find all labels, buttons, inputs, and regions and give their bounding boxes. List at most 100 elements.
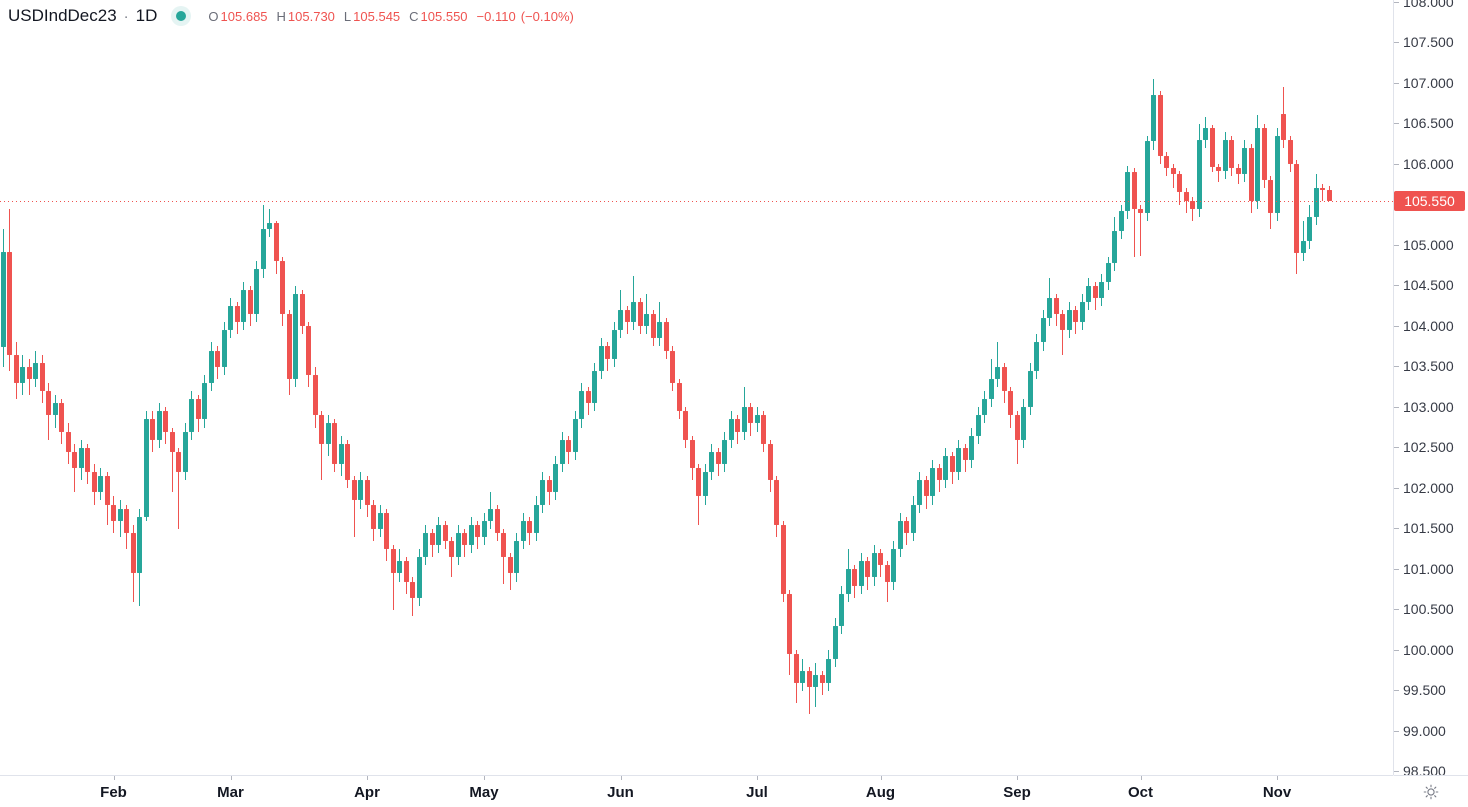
candle-body	[813, 674, 818, 687]
candle-body	[696, 468, 701, 497]
price-tick-label: 98.500	[1403, 763, 1446, 775]
price-axis[interactable]: 108.000 107.500 107.000 106.500 106.000 105.0…	[1393, 0, 1468, 775]
candle-body	[189, 399, 194, 432]
candle-body	[228, 305, 233, 331]
candle-body	[1248, 147, 1254, 201]
candle-body	[540, 480, 545, 505]
candle-body	[384, 512, 389, 550]
price-tick-dash	[1394, 285, 1399, 287]
candle-body	[475, 524, 480, 537]
candle-body	[592, 370, 597, 404]
candle-body	[280, 261, 285, 315]
candle-body	[559, 439, 565, 464]
candle-body	[683, 411, 688, 440]
month-tick	[880, 776, 882, 780]
candle-body	[59, 403, 64, 432]
candle-body	[1294, 164, 1299, 254]
month-label: Jul	[746, 784, 768, 801]
price-tick-label: 106.000	[1403, 155, 1454, 172]
price-tick-label: 107.500	[1403, 34, 1454, 51]
price-tick-label: 105.000	[1403, 236, 1454, 253]
candle-body	[618, 309, 623, 331]
candle-body	[852, 569, 857, 586]
candle-body	[1040, 318, 1046, 343]
timeframe[interactable]: 1D	[135, 6, 158, 25]
price-tick-dash	[1394, 487, 1399, 489]
low-readout: L 105.545	[343, 8, 401, 24]
price-chart-canvas[interactable]: USDIndDec23 · 1D O 105.685 H 105.730 L 105.…	[0, 0, 1393, 775]
candle-body	[26, 366, 32, 379]
candle-wick	[392, 545, 394, 610]
candle-body	[429, 532, 435, 546]
price-tick-dash	[1394, 366, 1399, 368]
candle-body	[1014, 415, 1020, 440]
candle-body	[1242, 147, 1247, 174]
candle-body	[494, 508, 500, 533]
candle-body	[169, 431, 175, 452]
candle-body	[793, 654, 799, 683]
price-tick-label: 99.000	[1403, 722, 1446, 739]
candle-body	[221, 330, 227, 367]
candle-body	[1190, 200, 1195, 209]
candle-body	[774, 480, 779, 525]
candle-body	[104, 476, 110, 505]
candle-body	[1027, 370, 1033, 408]
candles-layer[interactable]	[0, 0, 1393, 775]
candle-body	[761, 415, 766, 444]
candle-body	[897, 520, 903, 550]
price-tick-label: 101.500	[1403, 520, 1454, 537]
ohlc-readout: O 105.685 H 105.730 L 105.545 C 105.550 −0.1…	[208, 9, 578, 24]
symbol-name[interactable]: USDIndDec23	[8, 6, 117, 25]
candle-body	[397, 561, 402, 574]
symbol-row: USDIndDec23 · 1D	[8, 6, 157, 26]
candle-body	[1235, 168, 1241, 174]
candle-body	[1313, 188, 1319, 217]
candle-body	[514, 540, 519, 574]
month-label: May	[469, 784, 499, 801]
series-status-icon[interactable]	[171, 6, 192, 26]
candle-body	[286, 314, 292, 379]
candle-body	[65, 431, 71, 452]
candle-body	[345, 443, 350, 481]
time-axis[interactable]: Feb Mar Apr May Jun Jul Aug Sep Oct Nov	[0, 775, 1393, 807]
candle-body	[839, 593, 844, 627]
candle-body	[319, 415, 324, 444]
price-tick-dash	[1394, 82, 1399, 84]
candle-body	[247, 289, 253, 315]
candle-wick	[1302, 220, 1304, 262]
candle-body	[52, 403, 58, 416]
candle-wick	[451, 536, 452, 578]
candle-body	[416, 557, 422, 598]
candle-wick	[997, 342, 998, 387]
chart-legend: USDIndDec23 · 1D O 105.685 H 105.730 L 105.…	[8, 5, 579, 27]
candle-wick	[1185, 188, 1187, 213]
change-percent: (−0.10%)	[520, 8, 574, 24]
candle-body	[826, 658, 831, 683]
candle-body	[962, 447, 968, 460]
candle-body	[975, 415, 981, 436]
series-status-dot	[176, 11, 187, 21]
candle-body	[338, 443, 344, 464]
gear-icon[interactable]	[1423, 784, 1439, 800]
candle-wick	[646, 293, 647, 335]
month-label: Apr	[354, 784, 380, 801]
price-tick-dash	[1394, 609, 1399, 611]
candle-body	[1300, 241, 1306, 254]
month-tick	[757, 776, 758, 780]
candle-body	[910, 504, 916, 533]
candle-body	[1287, 139, 1293, 165]
price-tick-dash	[1394, 690, 1399, 692]
candle-body	[904, 520, 909, 533]
candle-body	[650, 314, 656, 339]
price-tick-label: 101.000	[1403, 560, 1454, 577]
candle-body	[455, 532, 461, 558]
candle-body	[176, 451, 181, 473]
candle-body	[1105, 262, 1111, 282]
candle-body	[956, 447, 961, 473]
candle-body	[533, 504, 539, 533]
price-tick-label: 102.500	[1403, 439, 1454, 456]
month-label: Aug	[865, 784, 896, 801]
candle-body	[735, 419, 740, 432]
candle-body	[208, 350, 214, 383]
candle-body	[1183, 192, 1189, 201]
